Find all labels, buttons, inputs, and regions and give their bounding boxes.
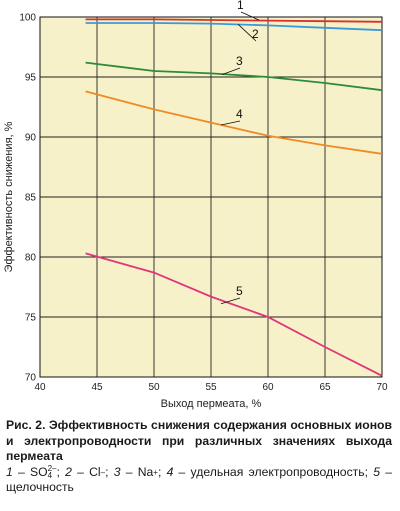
series-line-4: [85, 90, 383, 155]
label-leader-1: [240, 11, 260, 21]
caption-title: Рис. 2. Эффективность снижения содержани…: [6, 418, 392, 463]
series-label-1: 1: [237, 0, 244, 12]
legend-script: –: [100, 467, 106, 477]
figure-caption: Рис. 2. Эффективность снижения содержани…: [6, 418, 392, 496]
x-tick-label: 40: [34, 382, 46, 393]
x-tick-label: 50: [148, 382, 160, 393]
y-axis-title: Эффективность снижения, %: [3, 121, 15, 272]
x-tick-label: 45: [91, 382, 103, 393]
legend-number: 5: [373, 464, 380, 479]
series-line-5: [85, 252, 383, 377]
label-leader-3: [221, 67, 241, 75]
y-tick-label: 75: [25, 313, 37, 324]
legend-text: – щелочность: [6, 464, 392, 495]
gridlines: [40, 17, 382, 377]
x-tick-label: 70: [376, 382, 388, 393]
legend-number: 4: [166, 464, 174, 479]
legend-script: 2– 4: [47, 464, 57, 481]
series-lines: [85, 18, 383, 377]
y-tick-label: 100: [19, 13, 36, 24]
legend-number: 3: [113, 464, 121, 479]
y-tick-label: 85: [25, 193, 37, 204]
y-tick-label: 70: [25, 373, 37, 384]
series-line-3: [85, 61, 383, 92]
y-tick-label: 80: [25, 253, 37, 264]
legend-text: – удельная электропроводность;: [173, 464, 374, 479]
series-label-4: 4: [236, 107, 243, 121]
legend-number: 2: [65, 464, 72, 479]
caption-legend: 1 – SO 2– 4; 2 – Cl –; 3 – Na +; 4 – удельна…: [6, 464, 392, 495]
y-tick-label: 90: [25, 133, 37, 144]
series-label-2: 2: [252, 27, 259, 41]
x-tick-label: 55: [205, 382, 217, 393]
series-label-5: 5: [236, 284, 243, 298]
label-leader-4: [220, 120, 241, 126]
x-tick-label: 60: [262, 382, 274, 393]
legend-script: +: [153, 467, 158, 477]
x-tick-label: 65: [319, 382, 331, 393]
series-label-3: 3: [236, 54, 243, 68]
series-line-2: [85, 22, 383, 32]
legend-text: – Na: [120, 464, 154, 479]
x-axis-ticks: 40 45 50 55 60 65 70: [34, 382, 388, 393]
legend-number: 1: [6, 464, 13, 479]
legend-text: – Cl: [71, 464, 101, 479]
x-axis-title: Выход пермеата, %: [161, 398, 262, 410]
y-tick-label: 95: [25, 73, 37, 84]
label-leader-2: [237, 23, 257, 42]
y-axis-ticks: 70 75 80 85 90 95 100: [19, 13, 36, 384]
series-line-1: [85, 18, 383, 23]
legend-text: – SO: [12, 464, 48, 479]
label-leader-5: [220, 297, 241, 305]
